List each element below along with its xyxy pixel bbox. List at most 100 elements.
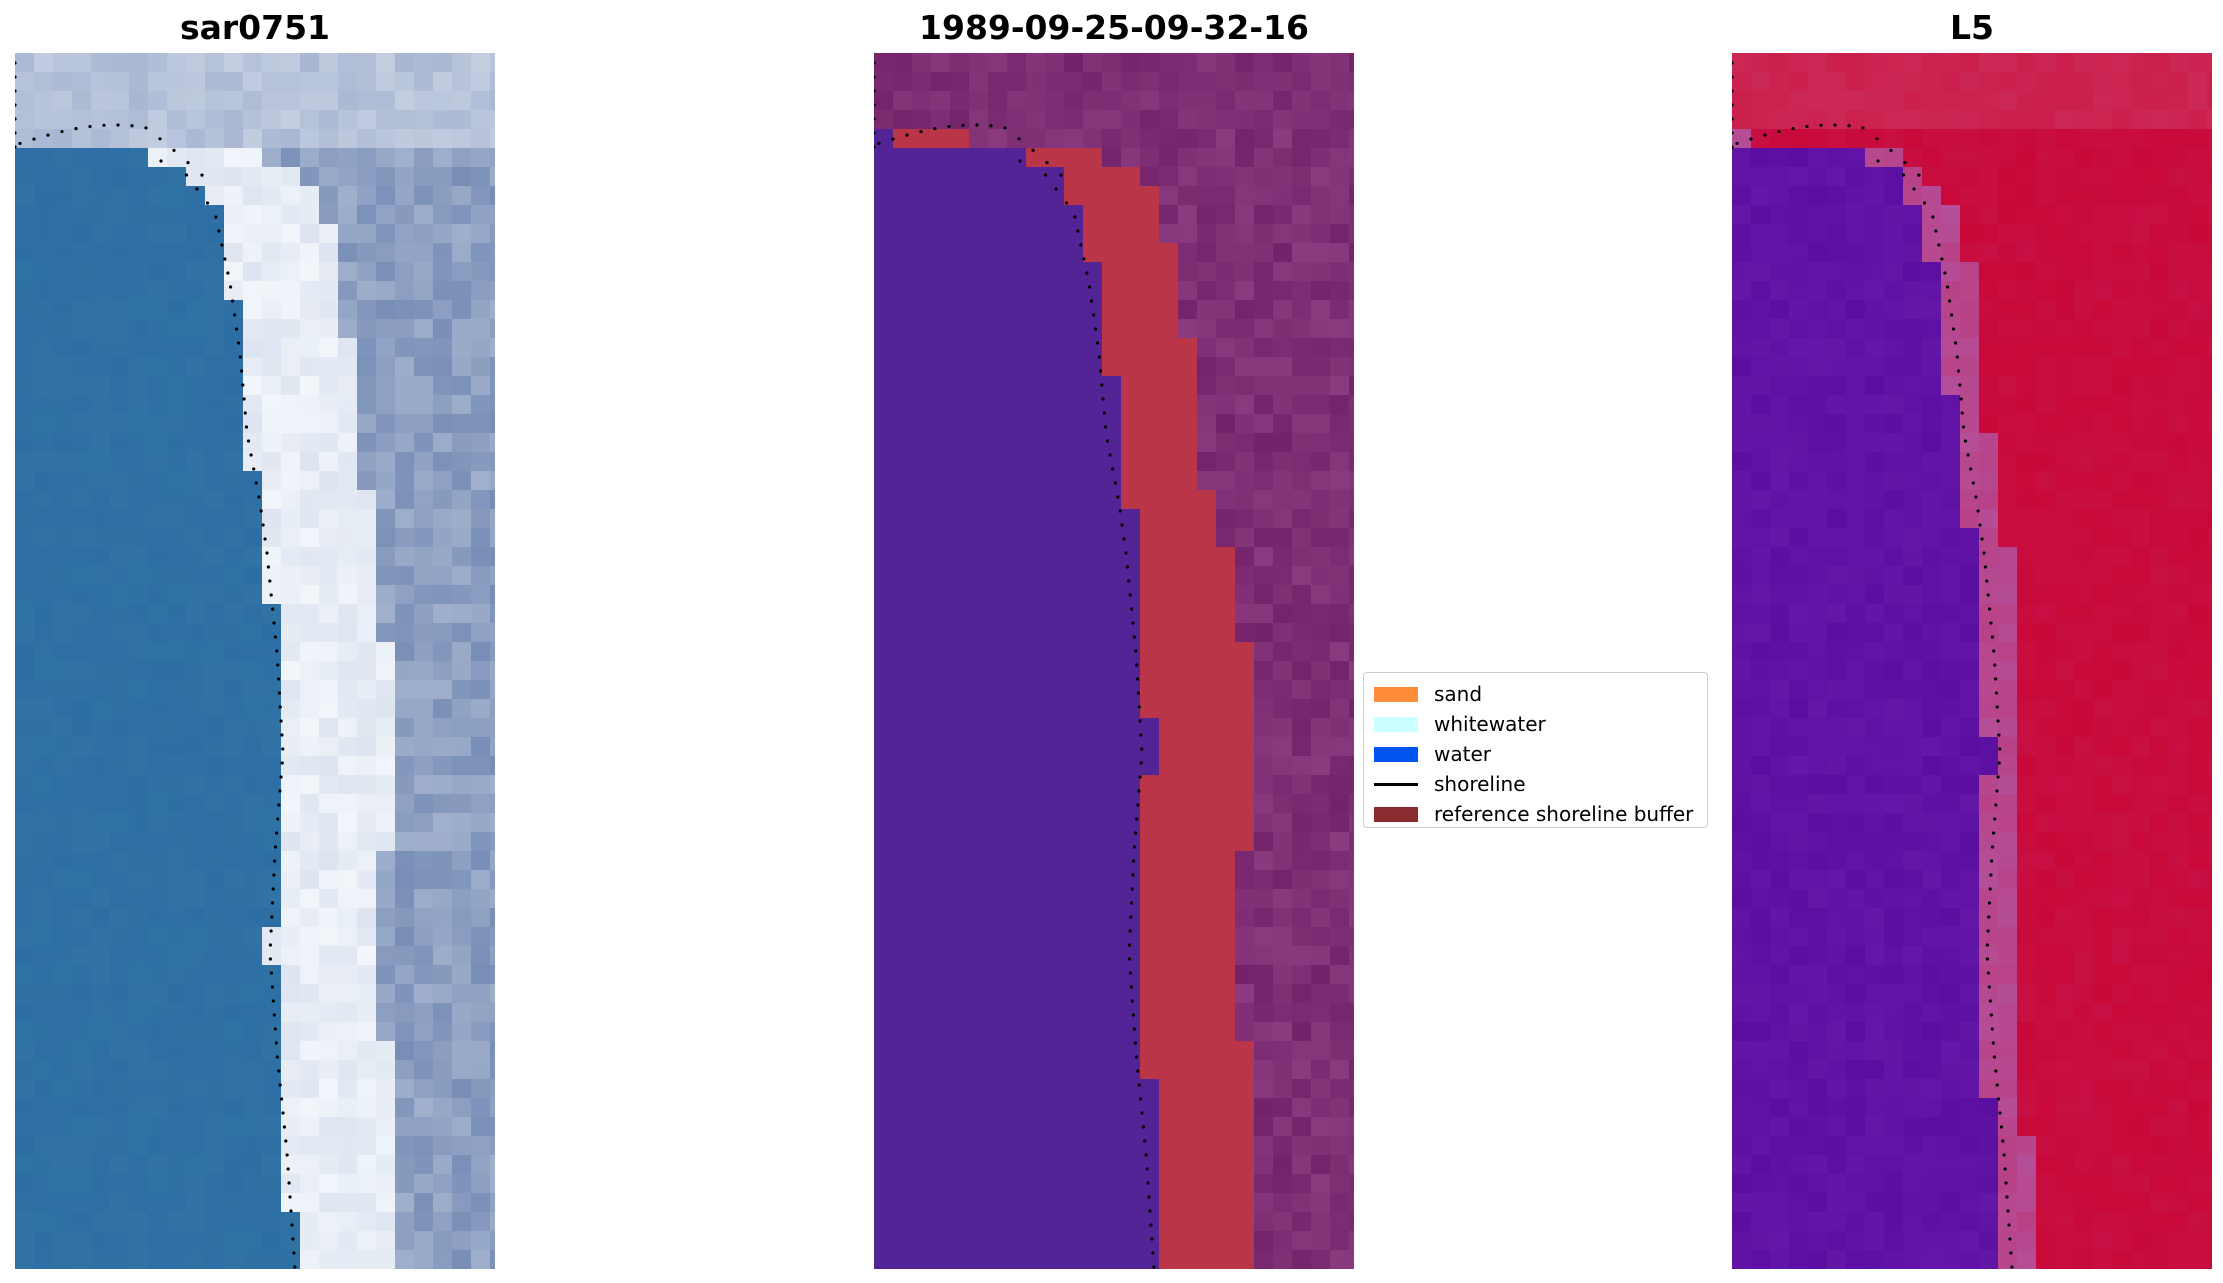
raster-cell [1808,604,1828,624]
raster-cell [1064,243,1084,263]
raster-cell [2093,148,2113,168]
raster-cell [1197,585,1217,605]
raster-cell [2131,604,2151,624]
raster-cell [490,395,495,415]
raster-cell [471,775,491,795]
raster-cell [1216,376,1236,396]
raster-cell [129,870,149,890]
raster-cell [15,889,35,909]
raster-cell [1330,91,1350,111]
raster-cell [1884,528,1904,548]
raster-cell [1751,319,1771,339]
raster-cell [1292,1136,1312,1156]
raster-cell [1770,566,1790,586]
raster-cell [1121,376,1141,396]
raster-cell [1751,965,1771,985]
raster-cell [1330,1212,1350,1232]
raster-cell [490,1174,495,1194]
raster-cell [395,908,415,928]
raster-cell [1007,1212,1027,1232]
raster-cell [2093,889,2113,909]
raster-cell [1349,832,1354,852]
raster-cell [2169,1098,2189,1118]
raster-cell [988,1174,1008,1194]
raster-cell [91,224,111,244]
raster-cell [1998,661,2018,681]
raster-cell [1846,1079,1866,1099]
shoreline-dot [15,103,17,107]
raster-cell [1903,452,1923,472]
raster-cell [15,832,35,852]
raster-cell [2131,148,2151,168]
raster-cell [912,1231,932,1251]
raster-cell [2188,661,2208,681]
raster-cell [2169,737,2189,757]
raster-cell [2207,205,2212,225]
raster-cell [1330,72,1350,92]
raster-cell [2055,72,2075,92]
raster-cell [931,129,951,149]
raster-cell [1903,224,1923,244]
raster-cell [1292,433,1312,453]
raster-cell [2169,91,2189,111]
raster-cell [1770,471,1790,491]
raster-cell [1751,281,1771,301]
raster-cell [490,585,495,605]
raster-cell [1216,1250,1236,1269]
raster-cell [91,1155,111,1175]
raster-cell [471,737,491,757]
raster-cell [186,604,206,624]
raster-cell [433,509,453,529]
raster-cell [471,756,491,776]
raster-cell [1159,737,1179,757]
raster-cell [1846,471,1866,491]
raster-cell [262,1193,282,1213]
raster-cell [1846,395,1866,415]
raster-cell [1330,53,1350,73]
raster-cell [1159,471,1179,491]
raster-cell [1102,376,1122,396]
raster-cell [1273,1098,1293,1118]
shoreline-dot [1103,425,1108,429]
raster-cell [1159,756,1179,776]
shoreline-dot [1095,341,1100,345]
raster-cell [300,1193,320,1213]
raster-cell [1903,528,1923,548]
raster-cell [1979,338,1999,358]
raster-cell [53,908,73,928]
raster-cell [34,965,54,985]
raster-cell [91,661,111,681]
raster-cell [874,794,894,814]
raster-cell [319,186,339,206]
raster-cell [1846,1003,1866,1023]
raster-cell [338,91,358,111]
raster-cell [338,984,358,1004]
raster-cell [1235,1060,1255,1080]
raster-cell [1102,186,1122,206]
raster-cell [1789,414,1809,434]
raster-cell [2055,851,2075,871]
raster-cell [912,452,932,472]
raster-cell [1865,338,1885,358]
raster-cell [490,699,495,719]
raster-cell [148,471,168,491]
raster-cell [15,566,35,586]
raster-cell [2131,1022,2151,1042]
raster-cell [1045,680,1065,700]
raster-cell [1922,908,1942,928]
raster-cell [1979,528,1999,548]
raster-cell [243,395,263,415]
raster-cell [1751,794,1771,814]
raster-cell [300,509,320,529]
raster-cell [471,148,491,168]
raster-cell [931,813,951,833]
raster-cell [874,1155,894,1175]
raster-cell [2131,224,2151,244]
raster-cell [205,1136,225,1156]
shoreline-dot [1113,481,1117,485]
shoreline-dot [1132,1027,1136,1031]
raster-cell [34,794,54,814]
raster-cell [1273,927,1293,947]
raster-cell [1979,376,1999,396]
raster-cell [281,623,301,643]
